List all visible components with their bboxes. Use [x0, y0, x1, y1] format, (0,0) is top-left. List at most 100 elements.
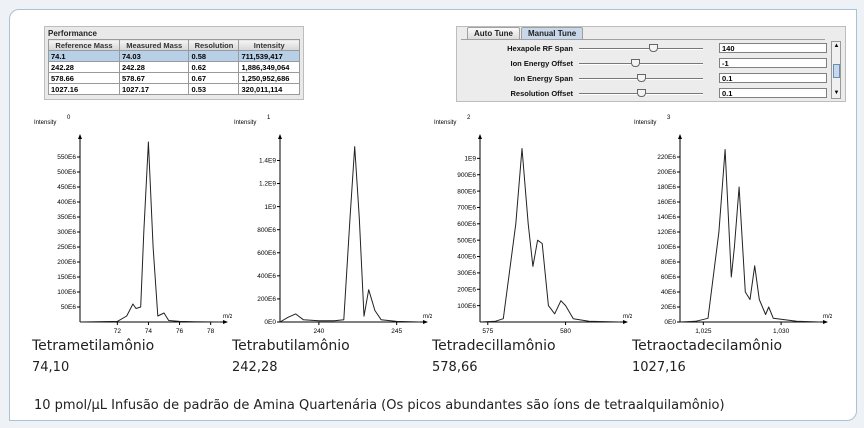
x-axis-arrow-icon: [623, 320, 628, 324]
tune-param-row: Hexapole RF Span 140: [461, 42, 827, 55]
y-tick-label: 1.2E9: [259, 181, 276, 188]
column-header[interactable]: Reference Mass: [48, 39, 120, 51]
y-tick-label: 500E6: [457, 237, 476, 244]
y-tick-label: 200E6: [57, 259, 76, 266]
compound-mass: 578,66: [432, 360, 478, 375]
compound-name: Tetrabutilamônio: [232, 338, 350, 354]
spectrum-svg: Intensity 1 m/z 0E0 200E6 400E6 600E6 800E6 1E9 1…: [234, 115, 432, 335]
y-tick-label: 100E6: [657, 244, 676, 251]
slider-thumb[interactable]: [630, 59, 640, 67]
y-tick-label: 400E6: [457, 254, 476, 261]
scroll-up-icon[interactable]: ▲: [833, 43, 840, 49]
x-tick-label: 76: [176, 328, 184, 335]
table-cell: 1027.16: [48, 83, 120, 95]
x-tick-label: 1,025: [695, 328, 712, 335]
tune-param-value-input[interactable]: 0.1: [719, 88, 827, 98]
column-header[interactable]: Measured Mass: [118, 39, 190, 51]
y-tick-label: 800E6: [257, 227, 276, 234]
table-cell: 1,250,952,686: [238, 72, 300, 84]
y-axis-title: Intensity: [234, 120, 256, 126]
spectrum-chart-0: Intensity 0 m/z 50E6 100E6 150E6 200E6 250E6 300…: [32, 104, 232, 375]
chart-index-label: 3: [667, 115, 671, 121]
y-axis-title: Intensity: [34, 120, 56, 126]
table-row[interactable]: 242.28 242.28 0.62 1,886,349,064: [48, 61, 300, 73]
performance-table-panel: Performance Reference Mass Measured Mass R…: [44, 26, 304, 100]
performance-title: Performance: [48, 29, 97, 38]
spectrum-trace: [479, 148, 621, 323]
column-header[interactable]: Intensity: [238, 39, 300, 51]
slider-track[interactable]: [579, 48, 703, 50]
y-tick-label: 200E6: [457, 286, 476, 293]
y-tick-label: 250E6: [57, 244, 76, 251]
slider-track[interactable]: [579, 63, 703, 65]
y-tick-label: 140E6: [657, 214, 676, 221]
x-axis-arrow-icon: [423, 320, 428, 324]
y-tick-label: 200E6: [657, 169, 676, 176]
x-tick-label: 78: [207, 328, 215, 335]
table-cell: 0.67: [188, 72, 240, 84]
tune-scrollbar[interactable]: ▲ ▼: [831, 41, 841, 99]
tune-panel: Auto Tune Manual Tune Hexapole RF Span 14…: [456, 26, 846, 102]
tab-manual-tune[interactable]: Manual Tune: [520, 27, 584, 39]
x-axis-title: m/z: [623, 314, 632, 320]
table-row[interactable]: 74.1 74.03 0.58 711,539,417: [48, 50, 300, 62]
x-tick-label: 580: [560, 328, 571, 335]
slider-thumb[interactable]: [637, 89, 646, 97]
y-tick-label: 800E6: [457, 188, 476, 195]
x-axis-title: m/z: [823, 314, 832, 320]
tune-param-value-input[interactable]: 140: [719, 43, 827, 53]
compound-mass: 1027,16: [632, 360, 686, 375]
column-header[interactable]: Resolution: [188, 39, 240, 51]
tune-param-label: Ion Energy Span: [513, 74, 573, 83]
chart-index-label: 0: [67, 115, 71, 121]
spectrum-trace: [79, 141, 221, 323]
y-tick-label: 60E6: [661, 274, 677, 281]
x-tick-label: 1,030: [773, 328, 790, 335]
y-tick-label: 1E9: [464, 156, 476, 163]
y-tick-label: 20E6: [661, 304, 677, 311]
x-axis-title: m/z: [423, 314, 432, 320]
tune-param-value-input[interactable]: -1: [719, 58, 827, 68]
y-tick-label: 120E6: [657, 229, 676, 236]
tune-parameters: Hexapole RF Span 140 Ion Energy Offset -1 Io…: [461, 39, 827, 101]
table-cell: 578.66: [48, 72, 120, 84]
slider-thumb[interactable]: [649, 44, 659, 52]
table-cell: 74.1: [48, 50, 120, 62]
tab-auto-tune[interactable]: Auto Tune: [467, 27, 520, 39]
spectrum-chart-1: Intensity 1 m/z 0E0 200E6 400E6 600E6 800E6 1E9 1…: [232, 104, 432, 375]
x-tick-label: 245: [391, 328, 402, 335]
y-axis-arrow-icon: [678, 134, 682, 139]
slider-thumb[interactable]: [637, 74, 646, 82]
y-axis-arrow-icon: [278, 134, 282, 139]
y-tick-label: 160E6: [657, 199, 676, 206]
table-row[interactable]: 1027.16 1027.17 0.53 320,011,114: [48, 83, 300, 95]
table-cell: 0.58: [188, 50, 240, 62]
scroll-thumb[interactable]: [833, 64, 840, 78]
y-tick-label: 1E9: [264, 204, 276, 211]
y-tick-label: 600E6: [457, 221, 476, 228]
y-tick-label: 300E6: [57, 229, 76, 236]
y-tick-label: 100E6: [57, 289, 76, 296]
tune-param-row: Ion Energy Offset -1: [461, 57, 827, 70]
figure-caption: 10 pmol/µL Infusão de padrão de Amina Qu…: [34, 398, 725, 413]
y-tick-label: 40E6: [661, 289, 677, 296]
y-tick-label: 350E6: [57, 214, 76, 221]
spectrum-svg: Intensity 0 m/z 50E6 100E6 150E6 200E6 250E6 300…: [34, 115, 232, 335]
x-tick-label: 240: [313, 328, 324, 335]
y-tick-label: 50E6: [61, 304, 77, 311]
compound-mass: 242,28: [232, 360, 278, 375]
y-tick-label: 300E6: [457, 270, 476, 277]
compound-mass: 74,10: [32, 360, 70, 375]
compound-name: Tetraoctadecilamônio: [632, 338, 783, 354]
scroll-down-icon[interactable]: ▼: [833, 90, 840, 96]
spectrum-svg: Intensity 3 m/z 0E0 20E6 40E6 60E6 80E6 100E6 120…: [634, 115, 832, 335]
y-tick-label: 0E0: [264, 319, 276, 326]
spectrum-chart-3: Intensity 3 m/z 0E0 20E6 40E6 60E6 80E6 100E6 120…: [632, 104, 832, 375]
y-axis-title: Intensity: [634, 120, 656, 126]
tune-param-value-input[interactable]: 0.1: [719, 73, 827, 83]
table-cell: 1027.17: [118, 83, 190, 95]
table-row[interactable]: 578.66 578.67 0.67 1,250,952,686: [48, 72, 300, 84]
table-cell: 320,011,114: [238, 83, 300, 95]
y-tick-label: 1.4E9: [259, 158, 276, 165]
y-tick-label: 180E6: [657, 184, 676, 191]
